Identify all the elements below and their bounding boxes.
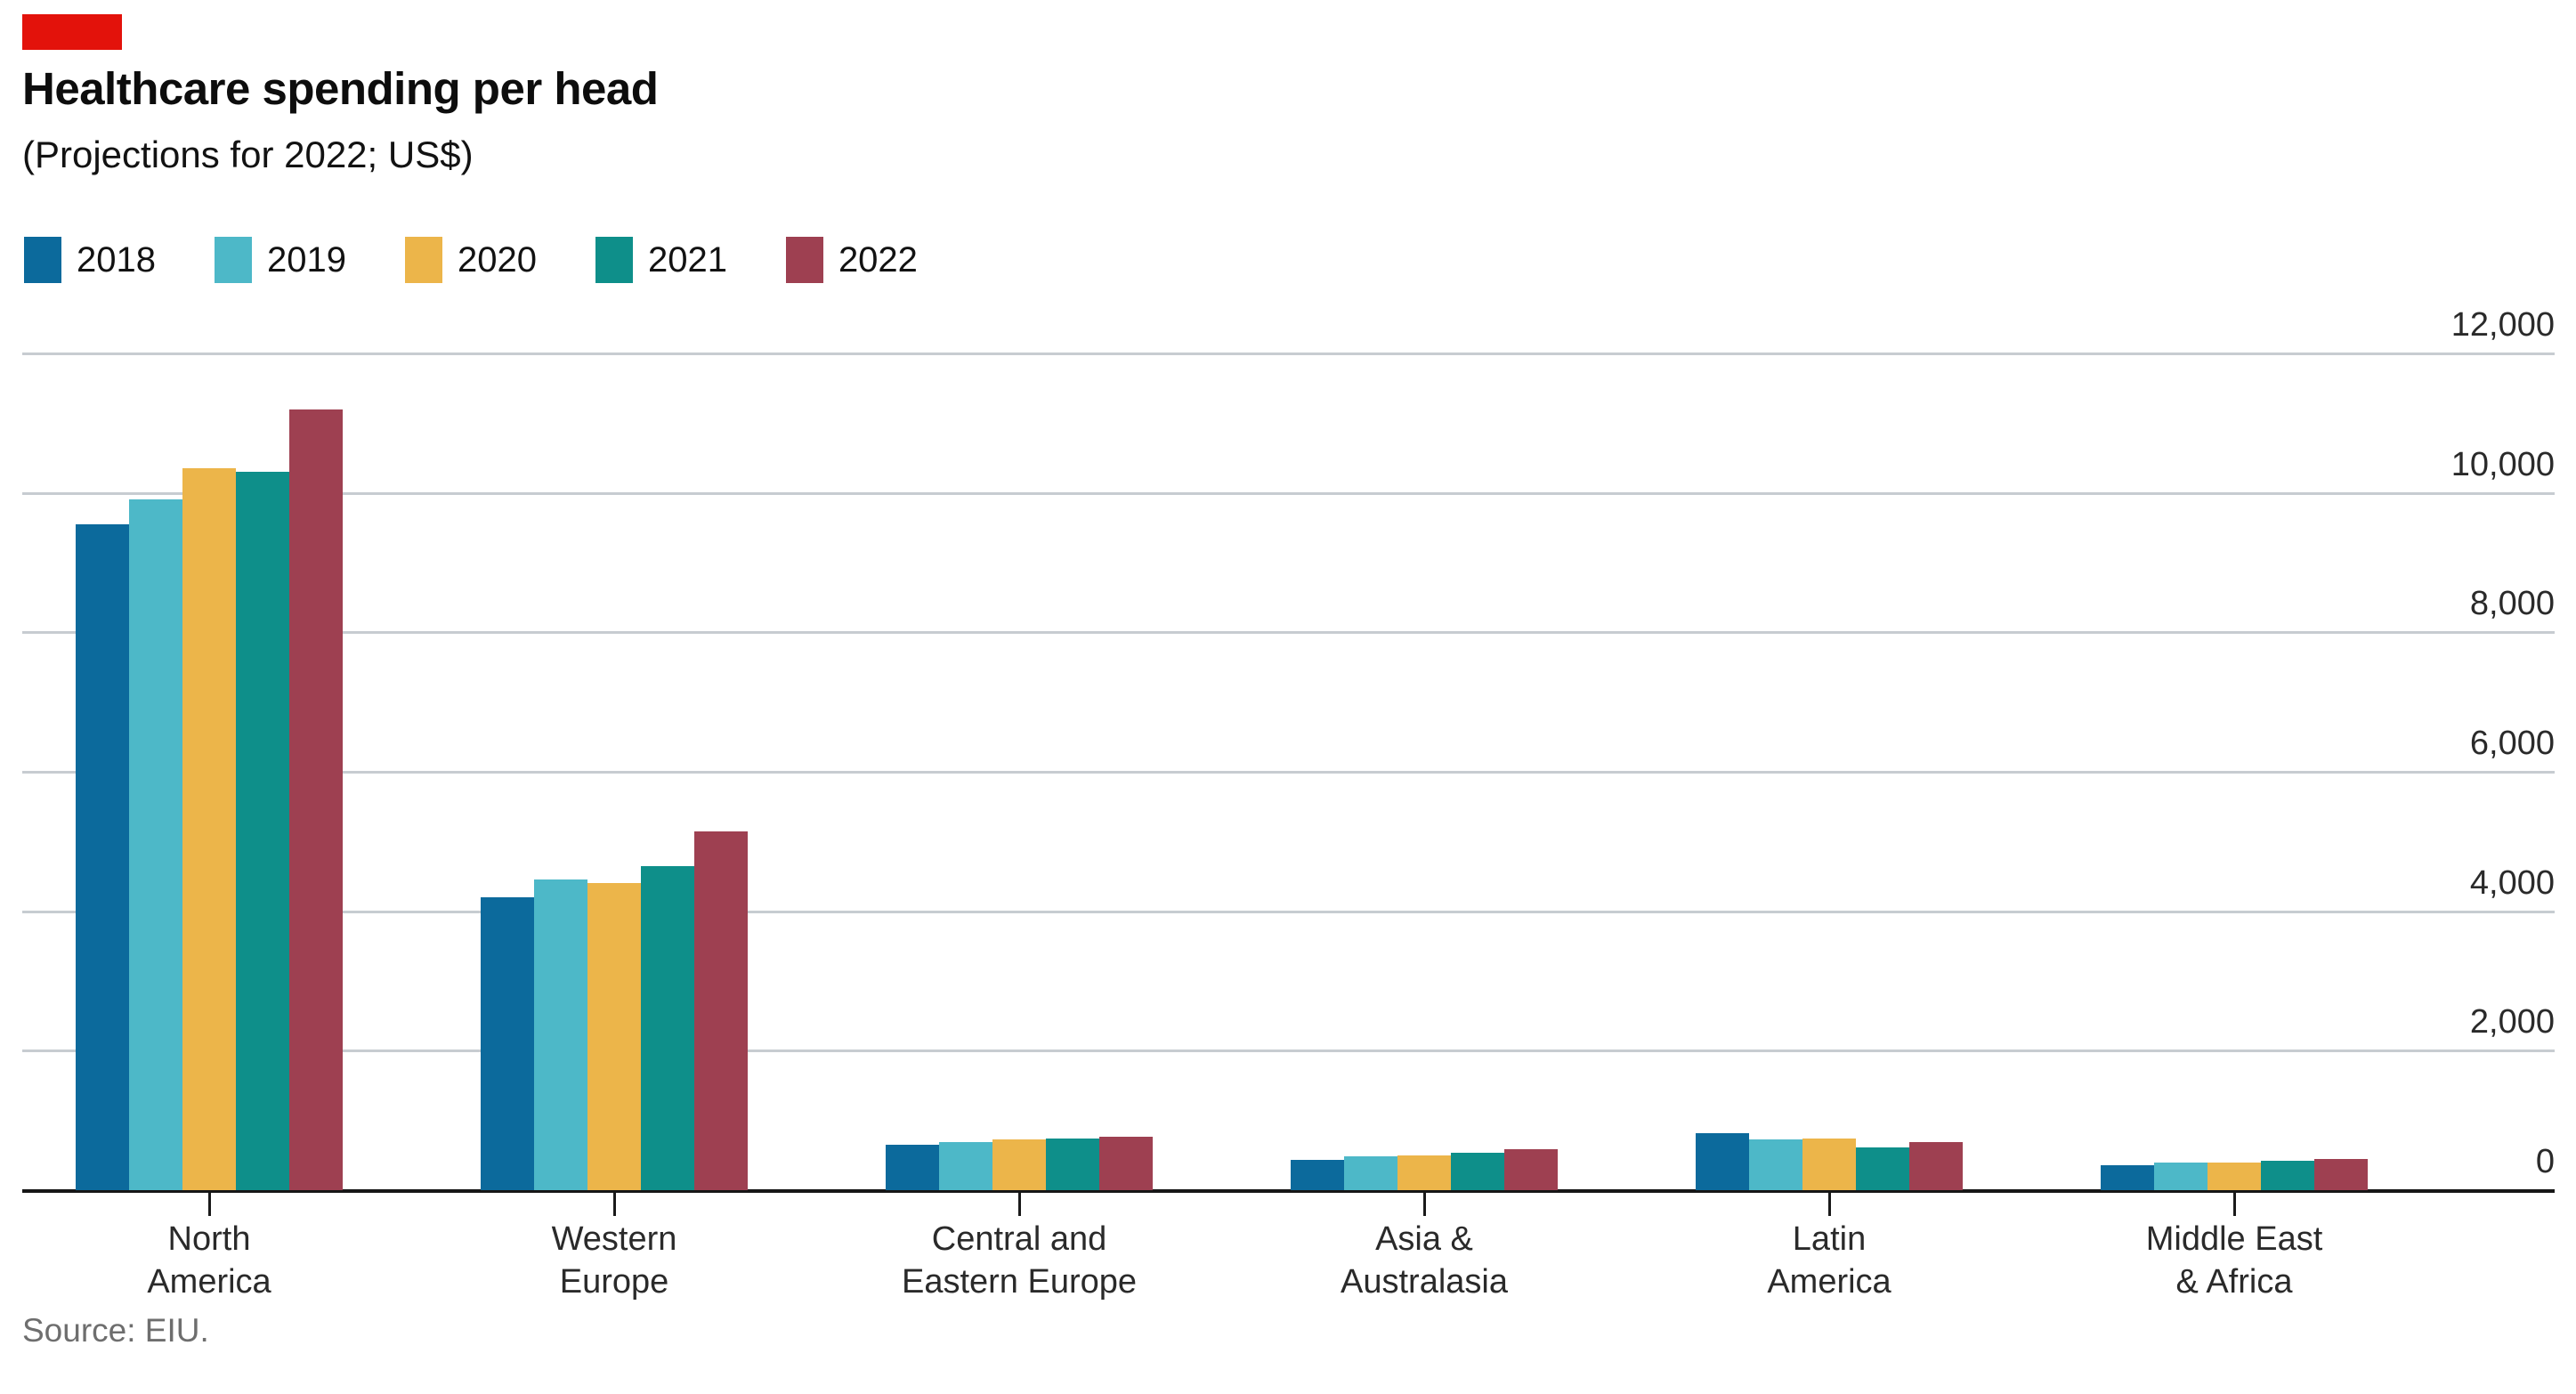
bar-north-america-2021 [236, 472, 289, 1190]
legend-item-2018: 2018 [24, 237, 156, 283]
bar-middle-east-africa-2020 [2207, 1163, 2261, 1190]
gridline-6000 [22, 771, 2555, 774]
legend-label-2018: 2018 [77, 239, 156, 280]
y-axis-label-0: 0 [2535, 1143, 2555, 1180]
legend-item-2021: 2021 [595, 237, 727, 283]
bar-north-america-2018 [76, 524, 129, 1190]
bar-western-europe-2019 [534, 879, 587, 1190]
x-axis-label-latin-america: Latin America [1767, 1220, 1891, 1301]
legend-label-2020: 2020 [457, 239, 537, 280]
x-axis-label-middle-east-africa: Middle East & Africa [2145, 1220, 2323, 1301]
y-axis-label-10000: 10,000 [2450, 446, 2555, 483]
x-axis-tick-western-europe [613, 1193, 616, 1216]
bar-western-europe-2020 [587, 883, 641, 1190]
brand-red-tag [22, 14, 122, 50]
legend-swatch-2022 [785, 237, 823, 283]
bar-central-and-eastern-europe-2021 [1046, 1139, 1099, 1190]
bar-middle-east-africa-2022 [2314, 1159, 2368, 1190]
bar-central-and-eastern-europe-2020 [992, 1139, 1046, 1190]
legend-item-2019: 2019 [214, 237, 346, 283]
x-axis-label-central-and-eastern-europe: Central and Eastern Europe [901, 1220, 1138, 1301]
y-axis-label-2000: 2,000 [2469, 1003, 2555, 1041]
x-axis-label-asia-australasia: Asia & Australasia [1341, 1220, 1508, 1301]
legend-swatch-2020 [404, 237, 442, 283]
gridline-8000 [22, 631, 2555, 634]
bar-asia-australasia-2018 [1291, 1160, 1344, 1190]
bar-western-europe-2018 [481, 897, 534, 1190]
bar-latin-america-2022 [1909, 1142, 1963, 1190]
y-axis-label-8000: 8,000 [2469, 585, 2555, 622]
x-axis-label-north-america: North America [147, 1220, 271, 1301]
chart-title: Healthcare spending per head [22, 63, 659, 114]
bar-latin-america-2019 [1749, 1139, 1802, 1190]
bar-western-europe-2022 [694, 831, 748, 1190]
gridline-12000 [22, 353, 2555, 355]
x-axis-tick-middle-east-africa [2233, 1193, 2236, 1216]
x-axis-baseline [22, 1189, 2555, 1193]
bar-central-and-eastern-europe-2018 [886, 1145, 939, 1190]
x-axis-tick-north-america [208, 1193, 211, 1216]
gridline-4000 [22, 911, 2555, 913]
legend-swatch-2019 [214, 237, 252, 283]
legend-item-2020: 2020 [404, 237, 537, 283]
bar-western-europe-2021 [641, 866, 694, 1190]
bar-asia-australasia-2021 [1451, 1153, 1504, 1190]
source-note: Source: EIU. [22, 1312, 209, 1349]
legend-label-2022: 2022 [838, 239, 918, 280]
bar-north-america-2022 [289, 409, 343, 1190]
bar-latin-america-2018 [1696, 1133, 1749, 1190]
chart-subtitle: (Projections for 2022; US$) [22, 134, 474, 175]
legend-label-2021: 2021 [647, 239, 727, 280]
x-axis-tick-asia-australasia [1423, 1193, 1426, 1216]
bar-north-america-2019 [129, 499, 182, 1190]
x-axis-tick-latin-america [1828, 1193, 1831, 1216]
bar-asia-australasia-2019 [1344, 1156, 1397, 1190]
x-axis-label-western-europe: Western Europe [551, 1220, 677, 1301]
bar-middle-east-africa-2018 [2101, 1165, 2154, 1190]
bar-latin-america-2020 [1802, 1139, 1856, 1190]
bar-middle-east-africa-2019 [2154, 1163, 2207, 1190]
bar-north-america-2020 [182, 468, 236, 1190]
legend-item-2022: 2022 [785, 237, 918, 283]
gridline-2000 [22, 1050, 2555, 1052]
bar-asia-australasia-2020 [1397, 1155, 1451, 1190]
legend-label-2019: 2019 [266, 239, 346, 280]
bar-central-and-eastern-europe-2019 [939, 1142, 992, 1190]
bar-latin-america-2021 [1856, 1147, 1909, 1190]
legend-swatch-2021 [595, 237, 633, 283]
bar-asia-australasia-2022 [1504, 1149, 1558, 1190]
y-axis-label-6000: 6,000 [2469, 725, 2555, 762]
y-axis-label-12000: 12,000 [2450, 306, 2555, 344]
gridline-10000 [22, 492, 2555, 495]
x-axis-tick-central-and-eastern-europe [1018, 1193, 1021, 1216]
bar-central-and-eastern-europe-2022 [1099, 1137, 1153, 1190]
bar-middle-east-africa-2021 [2261, 1161, 2314, 1190]
legend-swatch-2018 [24, 237, 61, 283]
legend: 2018 2019 2020 2021 2022 [24, 237, 918, 283]
y-axis-label-4000: 4,000 [2469, 864, 2555, 902]
